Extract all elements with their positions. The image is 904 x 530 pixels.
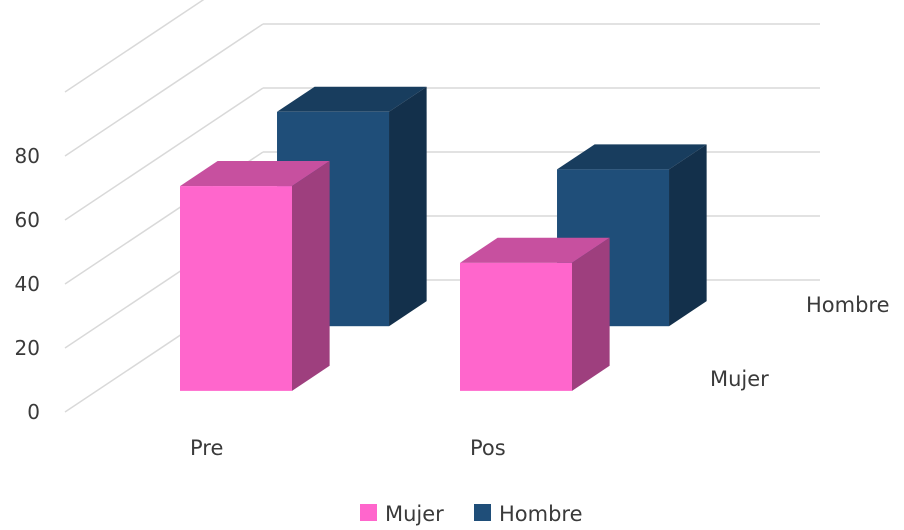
legend-label: Mujer <box>385 502 444 526</box>
depth-axis-label: Mujer <box>710 367 769 391</box>
x-category-label: Pre <box>190 436 223 460</box>
legend-label: Hombre <box>499 502 583 526</box>
bar-mujer-pos <box>460 237 610 391</box>
bar-front-face <box>180 186 292 391</box>
bar-top-face <box>460 237 610 263</box>
bar-side-face <box>389 86 427 327</box>
y-tick-label: 60 <box>15 208 40 232</box>
legend: Mujer Hombre <box>360 502 583 526</box>
gridline-side <box>64 23 264 157</box>
bar-top-face <box>277 86 427 112</box>
bar-side-face <box>669 144 707 327</box>
y-tick-label: 40 <box>15 272 40 296</box>
y-tick-label: 20 <box>15 336 40 360</box>
bar-top-face <box>180 161 330 187</box>
gridline-side <box>64 87 264 221</box>
gridline-side <box>64 0 205 93</box>
x-axis-categories: Pre Pos <box>190 436 506 460</box>
bar-side-face <box>572 237 610 391</box>
y-tick-label: 0 <box>27 400 40 424</box>
legend-swatch <box>474 504 491 521</box>
depth-axis-label: Hombre <box>806 293 890 317</box>
legend-swatch <box>360 504 377 521</box>
bar-side-face <box>292 161 330 391</box>
bar-top-face <box>557 144 707 170</box>
legend-item-hombre: Hombre <box>474 502 583 526</box>
bars <box>180 86 707 391</box>
bar-mujer-pre <box>180 161 330 391</box>
depth-axis-labels: Mujer Hombre <box>710 293 890 391</box>
y-tick-label: 80 <box>15 144 40 168</box>
gridlines <box>64 0 820 413</box>
y-axis-ticks: 0 20 40 60 80 <box>15 144 40 424</box>
bar-front-face <box>460 262 572 391</box>
x-category-label: Pos <box>470 436 506 460</box>
legend-item-mujer: Mujer <box>360 502 444 526</box>
